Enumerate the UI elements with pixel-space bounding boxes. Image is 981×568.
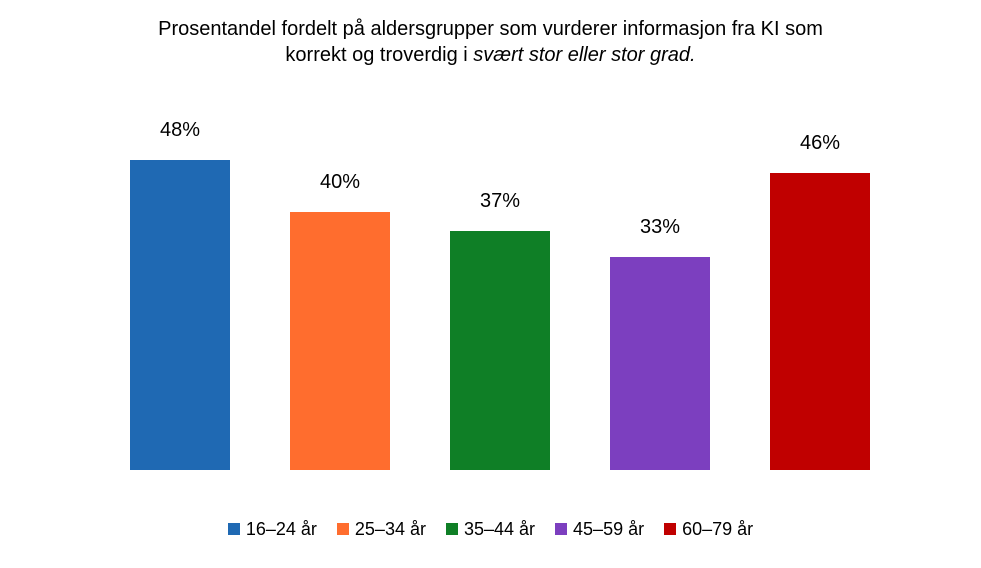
legend-swatch — [337, 523, 349, 535]
legend-item: 60–79 år — [664, 519, 753, 540]
legend-label: 16–24 år — [246, 519, 317, 540]
chart-title-line1: Prosentandel fordelt på aldersgrupper so… — [0, 16, 981, 42]
bar — [610, 257, 709, 470]
bar — [770, 173, 869, 470]
legend-item: 16–24 år — [228, 519, 317, 540]
legend-item: 45–59 år — [555, 519, 644, 540]
legend-swatch — [664, 523, 676, 535]
legend-swatch — [555, 523, 567, 535]
bar — [290, 212, 389, 470]
bar-value-label: 33% — [640, 216, 680, 239]
chart-container: Prosentandel fordelt på aldersgrupper so… — [0, 0, 981, 568]
legend-label: 45–59 år — [573, 519, 644, 540]
legend-label: 60–79 år — [682, 519, 753, 540]
legend-label: 25–34 år — [355, 519, 426, 540]
chart-title-line2-prefix: korrekt og troverdig i — [285, 44, 473, 66]
legend-item: 25–34 år — [337, 519, 426, 540]
legend-label: 35–44 år — [464, 519, 535, 540]
bar — [450, 231, 549, 470]
bar-value-label: 48% — [160, 119, 200, 142]
bar-value-label: 37% — [480, 190, 520, 213]
chart-title-line2: korrekt og troverdig i svært stor eller … — [0, 42, 981, 68]
chart-title-line2-italic: svært stor eller stor grad. — [473, 44, 695, 66]
chart-legend: 16–24 år 25–34 år 35–44 år 45–59 år 60–79 år — [0, 519, 981, 541]
legend-swatch — [446, 523, 458, 535]
bar-value-label: 40% — [320, 171, 360, 194]
chart-title: Prosentandel fordelt på aldersgrupper so… — [0, 16, 981, 68]
bar — [130, 160, 229, 470]
legend-swatch — [228, 523, 240, 535]
chart-plot-area: 48%40%37%33%46% — [100, 160, 900, 470]
bar-value-label: 46% — [800, 132, 840, 155]
legend-item: 35–44 år — [446, 519, 535, 540]
